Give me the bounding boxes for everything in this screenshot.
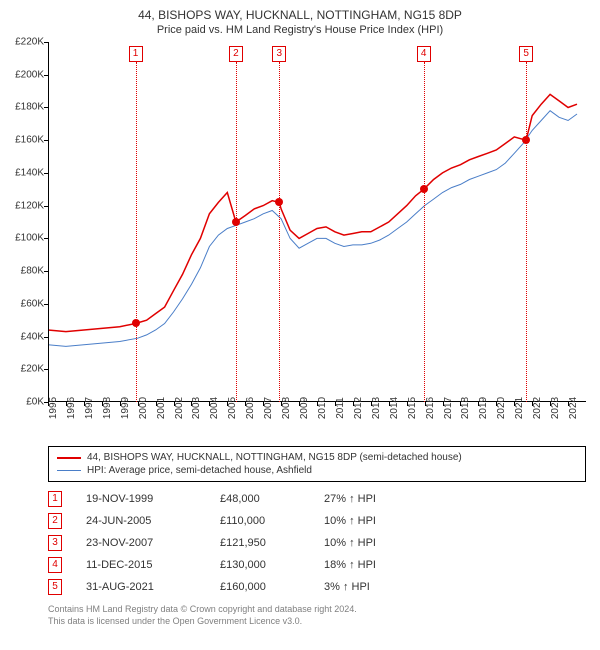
y-tick-label: £160K [2, 135, 44, 146]
chart-container: 44, BISHOPS WAY, HUCKNALL, NOTTINGHAM, N… [0, 0, 600, 650]
marker-dot [420, 185, 428, 193]
marker-label: 2 [229, 46, 243, 62]
sale-row: 5 31-AUG-2021 £160,000 3% ↑ HPI [48, 576, 586, 598]
legend-label: HPI: Average price, semi-detached house,… [87, 465, 312, 476]
x-tick-label: 2024 [568, 397, 598, 419]
y-tick-label: £0K [2, 397, 44, 408]
sale-number-badge: 1 [48, 491, 62, 507]
marker-dot [275, 198, 283, 206]
sale-date: 23-NOV-2007 [86, 537, 196, 549]
sale-delta: 27% ↑ HPI [324, 493, 424, 505]
y-tick-label: £60K [2, 298, 44, 309]
chart-lines [48, 42, 586, 402]
sales-table: 1 19-NOV-1999 £48,000 27% ↑ HPI 2 24-JUN-2005… [48, 488, 586, 598]
y-tick-label: £140K [2, 167, 44, 178]
marker-dot [232, 218, 240, 226]
chart-subtitle: Price paid vs. HM Land Registry's House … [0, 22, 600, 42]
marker-label: 3 [272, 46, 286, 62]
footnote-line: This data is licensed under the Open Gov… [48, 616, 586, 628]
sale-price: £48,000 [220, 493, 300, 505]
legend-swatch [57, 457, 81, 459]
y-tick-label: £20K [2, 364, 44, 375]
marker-vline [136, 62, 137, 402]
marker-dot [522, 136, 530, 144]
legend-swatch [57, 470, 81, 472]
series-line [48, 111, 577, 347]
sale-price: £121,950 [220, 537, 300, 549]
y-tick-label: £40K [2, 331, 44, 342]
marker-label: 1 [129, 46, 143, 62]
footnote-line: Contains HM Land Registry data © Crown c… [48, 604, 586, 616]
sale-delta: 10% ↑ HPI [324, 515, 424, 527]
series-line [48, 94, 577, 331]
sale-date: 31-AUG-2021 [86, 581, 196, 593]
sale-price: £160,000 [220, 581, 300, 593]
sale-delta: 10% ↑ HPI [324, 537, 424, 549]
legend: 44, BISHOPS WAY, HUCKNALL, NOTTINGHAM, N… [48, 446, 586, 482]
marker-dot [132, 319, 140, 327]
marker-vline [279, 62, 280, 402]
y-tick-label: £180K [2, 102, 44, 113]
sale-price: £110,000 [220, 515, 300, 527]
chart-plot-area: £0K£20K£40K£60K£80K£100K£120K£140K£160K£… [48, 42, 586, 402]
legend-row: HPI: Average price, semi-detached house,… [57, 464, 577, 477]
sale-delta: 3% ↑ HPI [324, 581, 424, 593]
marker-vline [424, 62, 425, 402]
sale-date: 19-NOV-1999 [86, 493, 196, 505]
sale-date: 11-DEC-2015 [86, 559, 196, 571]
legend-label: 44, BISHOPS WAY, HUCKNALL, NOTTINGHAM, N… [87, 452, 462, 463]
sale-row: 1 19-NOV-1999 £48,000 27% ↑ HPI [48, 488, 586, 510]
sale-row: 3 23-NOV-2007 £121,950 10% ↑ HPI [48, 532, 586, 554]
sale-number-badge: 3 [48, 535, 62, 551]
sale-price: £130,000 [220, 559, 300, 571]
sale-date: 24-JUN-2005 [86, 515, 196, 527]
y-tick-label: £200K [2, 69, 44, 80]
sale-number-badge: 5 [48, 579, 62, 595]
sale-row: 4 11-DEC-2015 £130,000 18% ↑ HPI [48, 554, 586, 576]
y-tick-label: £100K [2, 233, 44, 244]
marker-label: 4 [417, 46, 431, 62]
y-tick-label: £220K [2, 37, 44, 48]
sale-number-badge: 4 [48, 557, 62, 573]
marker-vline [526, 62, 527, 402]
marker-label: 5 [519, 46, 533, 62]
sale-number-badge: 2 [48, 513, 62, 529]
legend-row: 44, BISHOPS WAY, HUCKNALL, NOTTINGHAM, N… [57, 451, 577, 464]
y-tick-label: £120K [2, 200, 44, 211]
sale-row: 2 24-JUN-2005 £110,000 10% ↑ HPI [48, 510, 586, 532]
sale-delta: 18% ↑ HPI [324, 559, 424, 571]
marker-vline [236, 62, 237, 402]
y-tick-label: £80K [2, 266, 44, 277]
footnote: Contains HM Land Registry data © Crown c… [48, 604, 586, 627]
chart-title: 44, BISHOPS WAY, HUCKNALL, NOTTINGHAM, N… [0, 0, 600, 22]
